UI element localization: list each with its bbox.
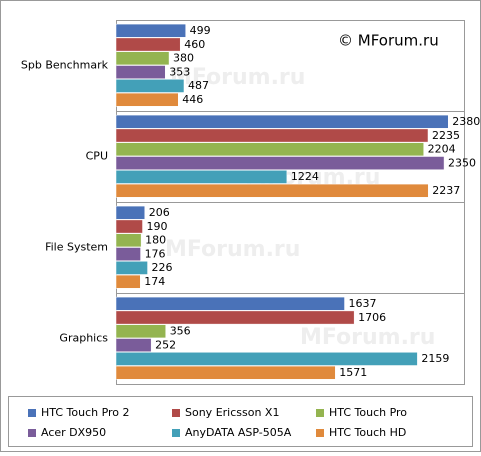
value-label: 206 — [149, 206, 170, 219]
legend-label: HTC Touch HD — [329, 426, 406, 439]
bar — [115, 23, 186, 38]
value-label: 1706 — [358, 311, 386, 324]
value-label: 2204 — [428, 143, 456, 156]
watermark: © MForum.ru — [338, 32, 439, 50]
bar — [115, 156, 445, 170]
value-label: 2235 — [432, 129, 460, 142]
legend-label: AnyDATA ASP-505A — [185, 426, 292, 439]
bar — [115, 128, 429, 143]
legend-label: HTC Touch Pro — [329, 406, 407, 419]
bar — [115, 338, 152, 352]
faint-watermark: MForum.ru — [300, 325, 435, 350]
value-label: 356 — [170, 325, 191, 338]
bar — [115, 51, 170, 66]
value-label: 252 — [155, 338, 176, 351]
bar — [115, 247, 141, 261]
legend-swatch — [28, 409, 36, 417]
value-label: 446 — [182, 93, 203, 106]
value-label: 1637 — [349, 297, 377, 310]
value-label: 487 — [188, 79, 209, 92]
value-label: 174 — [144, 275, 165, 288]
bar — [115, 274, 141, 289]
value-label: 226 — [152, 261, 173, 274]
bar — [115, 233, 142, 248]
bar — [115, 261, 148, 275]
bar — [115, 324, 166, 339]
bar — [115, 183, 429, 198]
value-label: 460 — [184, 38, 205, 51]
bar — [115, 219, 143, 234]
bar — [115, 142, 424, 157]
value-label: 176 — [145, 247, 166, 260]
value-label: 499 — [190, 24, 211, 37]
legend-swatch — [316, 429, 324, 437]
value-label: 2350 — [448, 156, 476, 169]
legend-box — [8, 396, 473, 447]
legend-label: Acer DX950 — [41, 426, 106, 439]
bar — [115, 310, 355, 325]
value-label: 353 — [169, 65, 190, 78]
value-label: 2237 — [432, 184, 460, 197]
bar — [115, 365, 336, 380]
bar — [115, 296, 345, 311]
bar — [115, 205, 146, 220]
bar — [115, 92, 179, 107]
bar — [115, 37, 181, 52]
bar — [115, 79, 185, 93]
value-label: 2380 — [452, 115, 480, 128]
bar — [115, 114, 449, 129]
bar — [115, 352, 418, 366]
legend-label: Sony Ericsson X1 — [185, 406, 279, 419]
legend-swatch — [316, 409, 324, 417]
y-tick-label: File System — [45, 241, 108, 254]
y-tick-label: CPU — [86, 150, 108, 163]
legend-swatch — [172, 429, 180, 437]
y-tick-label: Spb Benchmark — [21, 59, 109, 72]
value-label: 380 — [173, 52, 194, 65]
legend-swatch — [172, 409, 180, 417]
faint-watermark: MForum.ru — [170, 65, 305, 90]
bar — [115, 170, 288, 184]
value-label: 2159 — [421, 352, 449, 365]
y-tick-label: Graphics — [59, 332, 108, 345]
value-label: 190 — [147, 220, 168, 233]
legend-label: HTC Touch Pro 2 — [41, 406, 130, 419]
value-label: 1571 — [339, 366, 367, 379]
legend-swatch — [28, 429, 36, 437]
faint-watermark: MForum.ru — [165, 237, 300, 262]
value-label: 180 — [145, 234, 166, 247]
value-label: 1224 — [291, 170, 319, 183]
bar — [115, 65, 166, 79]
